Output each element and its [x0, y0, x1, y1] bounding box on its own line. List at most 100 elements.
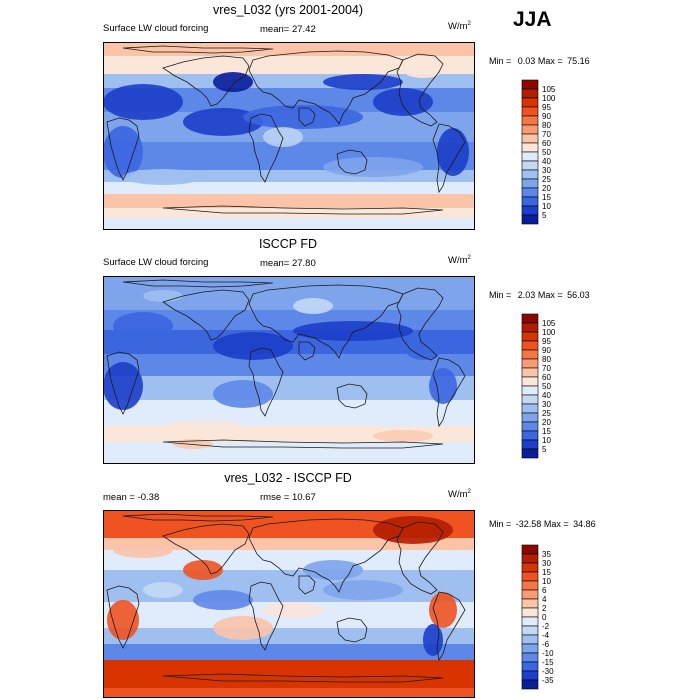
panel3-colorbar-box-7: [521, 607, 539, 618]
panel3-colorbar-box-8: [521, 616, 539, 627]
panel2-coastline: [396, 287, 444, 361]
panel2-colorbar-box-3: [521, 340, 539, 351]
panel3-units-text: W/m: [448, 489, 468, 501]
panel1-title: vres_L032 (yrs 2001-2004): [212, 3, 364, 17]
panel3-band: [103, 660, 475, 688]
panel3-field: [373, 516, 453, 544]
panel2-colorbar-box-11: [521, 412, 539, 423]
panel3-coastline: [106, 585, 140, 649]
panel1-colorbar-box-5: [521, 124, 539, 135]
panel3-coastline: [336, 617, 368, 643]
panel2-colorbar-box-2: [521, 331, 539, 342]
panel2-band: [103, 354, 475, 376]
panel1-band: [103, 56, 475, 74]
panel3-colorbar-box-9: [521, 625, 539, 636]
panel1-coastline: [248, 50, 404, 125]
panel3-colorbar-tick-label: 30: [542, 559, 551, 568]
panel3-colorbar-box-5: [521, 589, 539, 600]
panel3-coastline: [248, 518, 404, 593]
panel2-min-label: Min =: [489, 290, 512, 300]
panel3-field: [423, 624, 443, 656]
panel3-units-sup: 2: [467, 489, 471, 495]
panel2-units-sup: 2: [467, 255, 471, 261]
panel1-field: [323, 157, 423, 177]
panel3-units: W/m2: [448, 489, 471, 500]
panel1-colorbar-box-1: [521, 88, 539, 99]
panel3-frame: [103, 510, 475, 698]
panel3-field: [213, 616, 273, 640]
panel1-colorbar-tick-label: 70: [542, 130, 551, 139]
panel2-colorbar-tick-label: 95: [542, 337, 551, 346]
panel2-colorbar-box-5: [521, 358, 539, 369]
panel1-coastline: [162, 205, 444, 215]
panel2-mean-label: mean=: [260, 258, 290, 269]
panel2-colorbar-tick-label: 20: [542, 418, 551, 427]
panel1-colorbar-tick-label: 90: [542, 112, 551, 121]
panel3-coastline: [162, 673, 444, 683]
panel3-colorbar-box-6: [521, 598, 539, 609]
panel1-colorbar-tick-label: 5: [542, 211, 547, 220]
panel3-band: [103, 688, 475, 698]
panel3-colorbar-tick-label: 15: [542, 568, 551, 577]
panel1-colorbar-tick-label: 30: [542, 166, 551, 175]
panel2-coastline: [106, 351, 140, 415]
panel2-colorbar-box-8: [521, 385, 539, 396]
panel3-rmse: rmse = 10.67: [260, 492, 316, 503]
panel1-colorbar-box-13: [521, 196, 539, 207]
panel3-map: [103, 510, 475, 698]
panel2-colorbar-box-9: [521, 394, 539, 405]
panel2-field: [293, 298, 333, 314]
panel3-coastline: [396, 521, 444, 595]
panel2-coastline: [122, 279, 274, 288]
panel1-band: [103, 182, 475, 194]
panel3-colorbar-tick-label: 4: [542, 595, 547, 604]
panel1-min-value: 0.03: [517, 56, 536, 66]
panel3-min-label: Min =: [489, 519, 512, 529]
panel2-colorbar-tick-label: 5: [542, 445, 547, 454]
panel2-colorbar-box-7: [521, 376, 539, 387]
panel1-colorbar-tick-label: 60: [542, 139, 551, 148]
panel3-field: [183, 560, 223, 580]
panel1-colorbar-tick-label: 10: [542, 202, 551, 211]
panel2-colorbar-box-13: [521, 430, 539, 441]
panel2-field: [373, 430, 433, 442]
panel2-colorbar-tick-label: 30: [542, 400, 551, 409]
panel2-coastline: [298, 341, 316, 361]
panel2-colorbar-tick-label: 50: [542, 382, 551, 391]
panel3-colorbar-tick-label: 2: [542, 604, 547, 613]
panel3-band: [103, 538, 475, 550]
panel2-colorbar-tick-label: 15: [542, 427, 551, 436]
panel1-coastline: [162, 55, 250, 107]
panel1-colorbar-tick-label: 95: [542, 103, 551, 112]
panel1-colorbar-tick-label: 20: [542, 184, 551, 193]
panel1-field: [103, 84, 183, 120]
panel1-colorbar-tick-label: 50: [542, 148, 551, 157]
panel3-mean: mean = -0.38: [103, 492, 159, 503]
panel3-field: [303, 560, 363, 580]
panel1-field: [123, 169, 203, 185]
panel3-field: [323, 580, 403, 600]
panel3-colorbar-box-3: [521, 571, 539, 582]
panel1-coastline: [106, 117, 140, 181]
panel1-colorbar-box-0: [521, 79, 539, 90]
panel3-field: [429, 592, 457, 628]
panel2-field: [293, 321, 413, 341]
panel2-min-value: 2.03: [517, 290, 536, 300]
panel2-coastline: [162, 439, 444, 449]
panel1-colorbar-box-3: [521, 106, 539, 117]
panel2-colorbar-box-14: [521, 439, 539, 450]
panel1-mean-label: mean=: [260, 24, 290, 35]
panel1-map: [103, 42, 475, 230]
panel2-field: [213, 332, 293, 360]
panel3-max-label: Max =: [543, 519, 569, 529]
panel2-field: [143, 290, 183, 302]
panel3-colorbar-box-13: [521, 661, 539, 672]
panel2-field: [403, 332, 443, 360]
panel1-max-value: 75.16: [567, 56, 590, 66]
panel1-max-label: Max =: [537, 56, 563, 66]
panel2-colorbar-tick-label: 70: [542, 364, 551, 373]
panel3-min-value: -32.58: [515, 519, 542, 529]
panel1-colorbar-box-6: [521, 133, 539, 144]
